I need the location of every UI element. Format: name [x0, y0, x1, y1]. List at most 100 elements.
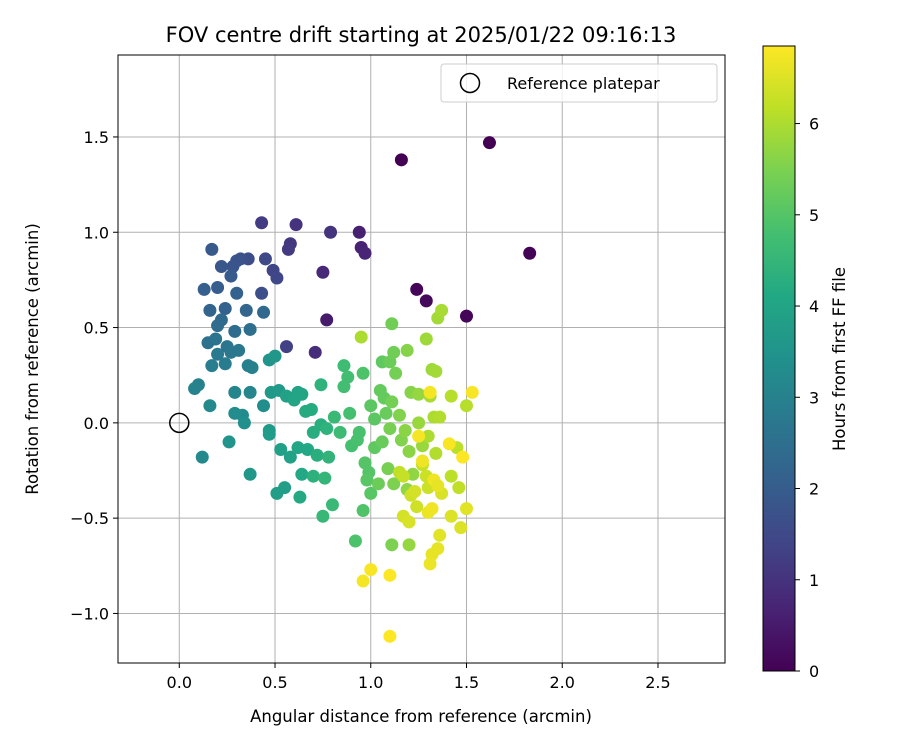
data-point — [398, 423, 412, 437]
data-point — [243, 322, 257, 336]
colorbar-tick-label: 5 — [809, 206, 819, 225]
data-point — [368, 412, 382, 426]
data-point — [214, 260, 228, 274]
data-point — [454, 521, 468, 535]
data-point — [452, 481, 466, 495]
data-point — [211, 281, 225, 295]
data-point — [283, 450, 297, 464]
data-point — [258, 252, 272, 266]
y-tick-label: −0.5 — [70, 509, 109, 528]
data-point — [195, 450, 209, 464]
data-point — [410, 282, 424, 296]
y-tick-label: −1.0 — [70, 604, 109, 623]
data-point — [482, 136, 496, 150]
data-point — [352, 425, 366, 439]
data-point — [228, 385, 242, 399]
data-point — [379, 406, 393, 420]
data-point — [316, 265, 330, 279]
data-point — [274, 443, 288, 457]
data-point — [209, 332, 223, 346]
data-point — [304, 403, 318, 417]
data-point — [320, 422, 334, 436]
colorbar-frame — [762, 45, 796, 672]
y-tick-label: 1.5 — [84, 128, 109, 147]
data-point — [444, 469, 458, 483]
data-point — [433, 410, 447, 424]
data-point — [364, 399, 378, 413]
data-point — [429, 446, 443, 460]
data-point — [257, 399, 271, 413]
data-point — [203, 303, 217, 317]
data-point — [356, 504, 370, 518]
data-point — [314, 378, 328, 392]
data-point — [257, 305, 271, 319]
data-point — [310, 448, 324, 462]
data-point — [459, 502, 473, 516]
colorbar-tick-label: 1 — [809, 571, 819, 590]
data-point — [425, 502, 439, 516]
data-point — [343, 406, 357, 420]
colorbar-tick-label: 4 — [809, 297, 819, 316]
data-point — [352, 225, 366, 239]
data-point — [211, 319, 225, 333]
data-point — [360, 473, 374, 487]
data-point — [324, 225, 338, 239]
data-point — [281, 242, 295, 256]
data-point — [245, 361, 259, 375]
data-point — [412, 387, 426, 401]
data-point — [230, 286, 244, 300]
data-point — [423, 385, 437, 399]
data-point — [228, 324, 242, 338]
data-point — [295, 387, 309, 401]
data-point — [218, 357, 232, 371]
data-point — [396, 469, 410, 483]
data-point — [389, 366, 403, 380]
colorbar-tick-label: 0 — [809, 662, 819, 681]
x-tick-label: 1.0 — [358, 673, 383, 692]
data-point — [243, 467, 257, 481]
legend-entry: Reference platepar — [507, 74, 660, 93]
data-point — [385, 538, 399, 552]
colorbar-tick-label: 3 — [809, 388, 819, 407]
data-point — [333, 425, 347, 439]
data-point — [392, 408, 406, 422]
data-point — [316, 509, 330, 523]
data-point — [408, 484, 422, 498]
data-point — [356, 574, 370, 588]
y-axis-ticks: −1.0 −0.5 0.0 0.5 1.0 1.5 — [70, 128, 118, 623]
data-point — [415, 454, 429, 468]
colorbar-tick-label: 2 — [809, 480, 819, 499]
data-point — [431, 479, 445, 493]
data-point — [523, 246, 537, 260]
data-point — [402, 444, 416, 458]
data-point — [262, 427, 276, 441]
colorbar-gradient — [763, 46, 795, 671]
data-point — [205, 359, 219, 373]
colorbar-tick-label: 6 — [809, 115, 819, 134]
data-point — [400, 343, 414, 357]
data-point — [337, 359, 351, 373]
data-point — [387, 477, 401, 491]
data-point — [410, 500, 424, 514]
y-tick-label: 0.0 — [84, 414, 109, 433]
data-point — [203, 399, 217, 413]
data-point — [385, 317, 399, 331]
data-point — [224, 269, 238, 283]
data-point — [222, 435, 236, 449]
data-point — [459, 399, 473, 413]
data-point — [232, 343, 246, 357]
data-point — [421, 429, 435, 443]
x-tick-label: 0.5 — [262, 673, 287, 692]
data-point — [268, 349, 282, 363]
data-point — [318, 471, 332, 485]
data-point — [320, 313, 334, 327]
data-point — [375, 435, 389, 449]
data-point — [394, 153, 408, 167]
chart-title: FOV centre drift starting at 2025/01/22 … — [166, 23, 677, 47]
data-point — [387, 345, 401, 359]
data-point — [211, 347, 225, 361]
data-point — [429, 364, 443, 378]
legend: Reference platepar — [440, 63, 718, 103]
data-point — [243, 385, 257, 399]
